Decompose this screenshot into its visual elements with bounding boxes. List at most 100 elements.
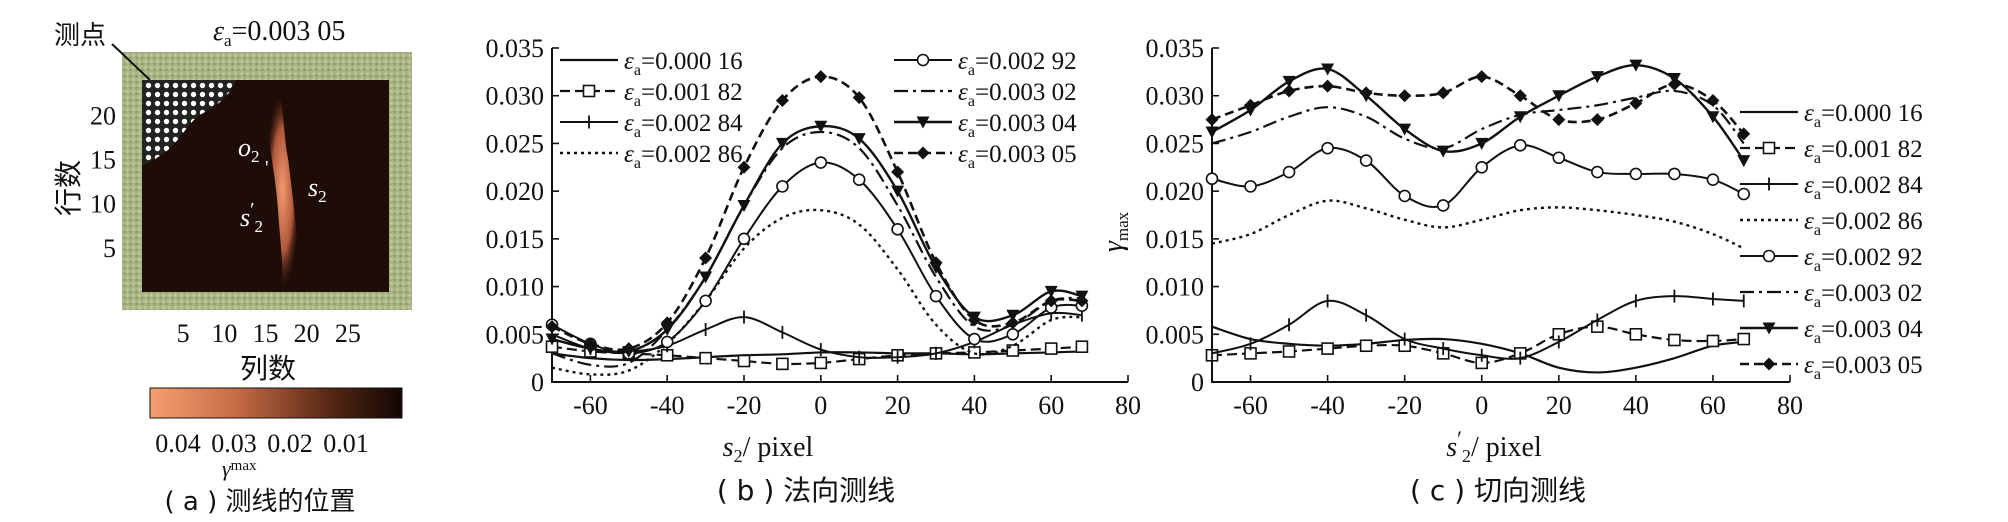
panel-b-x-tick-label: 20 — [885, 391, 911, 420]
square-marker — [1321, 342, 1334, 355]
panel-b-legend-label: εa=0.000 16 — [624, 48, 743, 79]
circle-marker — [737, 232, 751, 246]
diamond-marker — [1552, 113, 1566, 127]
triangle-marker — [1629, 59, 1643, 72]
triangle-marker — [775, 137, 789, 150]
panel-a: 测点 εa=0.003 05 o2 s2 s′2 ' 5 10 15 20 5 10 15… — [52, 16, 412, 517]
panel-c-y-tick-label: 0.025 — [1146, 129, 1205, 158]
diamond-marker — [1398, 89, 1412, 103]
panel-b-legend-label: εa=0.001 82 — [624, 79, 743, 110]
circle-marker — [699, 294, 712, 308]
circle-marker — [1321, 141, 1334, 155]
circle-marker — [776, 180, 789, 193]
square-marker — [1737, 332, 1751, 346]
triangle-marker — [1762, 322, 1776, 335]
diamond-marker — [1475, 70, 1489, 84]
panel-b-legend-label: εa=0.002 84 — [624, 110, 743, 141]
panel-c-y-tick-label: 0.020 — [1146, 177, 1205, 206]
triangle-marker — [1282, 75, 1296, 88]
diamond-marker — [967, 313, 981, 327]
panel-b-y-tick-label: 0.005 — [486, 320, 545, 349]
triangle-marker — [916, 116, 930, 129]
circle-marker — [1668, 167, 1681, 181]
colorbar-tick-label: 0.01 — [323, 429, 369, 458]
panel-c-ylabel: γmax — [1098, 211, 1132, 252]
circle-marker — [1205, 172, 1219, 186]
shear-band — [264, 88, 301, 292]
circle-marker — [1552, 151, 1566, 165]
panel-b-series-group — [545, 156, 1089, 360]
diamond-marker — [916, 146, 930, 160]
panel-a-y-tick-label: 10 — [90, 190, 116, 219]
panel-c-x-tick-label: -20 — [1387, 391, 1422, 420]
square-marker — [1006, 344, 1020, 357]
circle-marker — [1591, 165, 1604, 179]
square-marker — [1668, 333, 1681, 347]
diamond-marker — [1629, 96, 1643, 110]
colorbar-tick-label: 0.02 — [267, 429, 313, 458]
diamond-marker — [1706, 93, 1720, 107]
panel-c-y-tick-label: 0.010 — [1146, 273, 1205, 302]
panel-c-legend-label: εa=0.003 05 — [1804, 352, 1923, 383]
panel-b-series-line — [551, 208, 1083, 376]
triangle-marker — [1205, 126, 1219, 139]
panel-a-ylabel: 行数 — [52, 160, 85, 216]
panel-a-x-tick-label: 5 — [177, 319, 190, 348]
diamond-marker — [583, 337, 597, 351]
panel-c-x-tick-label: 60 — [1700, 391, 1726, 420]
diamond-marker — [1667, 77, 1681, 91]
measure-point-label: 测点 — [54, 21, 106, 51]
panel-c: 0 0.005 0.010 0.015 0.020 0.025 0.030 0.035 -60 -… — [1098, 34, 1923, 507]
square-marker — [582, 84, 596, 98]
panel-c-series-group — [1211, 89, 1745, 150]
panel-c-series-group — [1205, 320, 1751, 370]
square-marker — [1629, 327, 1643, 341]
measure-point-pointer — [111, 43, 151, 81]
circle-marker — [1398, 189, 1411, 203]
panel-c-y-tick-label: 0.030 — [1146, 82, 1205, 111]
panel-b-xlabel: s2/ pixel — [723, 432, 814, 466]
panel-a-y-ticks: 5 10 15 20 — [90, 101, 116, 263]
panel-c-xlabel: s′2/ pixel — [1446, 426, 1542, 466]
panel-b-y-tick-label: 0.035 — [486, 34, 545, 63]
circle-marker — [1006, 327, 1020, 341]
diamond-marker — [699, 251, 713, 265]
panel-b-x-tick-label: 60 — [1038, 391, 1064, 420]
triangle-marker — [1475, 137, 1489, 150]
circle-marker — [1762, 249, 1776, 263]
square-marker — [699, 351, 712, 365]
panel-b-y-tick-label: 0.025 — [486, 129, 545, 158]
panel-a-y-tick-label: 5 — [103, 234, 116, 263]
triangle-marker — [1436, 145, 1450, 158]
panel-b-series-group — [545, 120, 1089, 358]
diamond-marker — [1359, 86, 1373, 100]
panel-b-x-tick-label: 0 — [814, 391, 827, 420]
triangle-marker — [1044, 285, 1058, 298]
panel-c-caption: ( c ) 切向测线 — [1410, 474, 1586, 507]
diamond-marker — [1006, 316, 1020, 330]
panel-c-series-line — [1211, 75, 1745, 135]
panel-b-series-group — [551, 208, 1083, 376]
panel-c-legend-label: εa=0.003 04 — [1804, 316, 1923, 347]
triangle-marker — [737, 199, 751, 212]
diamond-marker — [660, 316, 674, 330]
diamond-marker — [775, 93, 789, 107]
panel-a-caption: ( a ) 测线的位置 — [164, 487, 355, 517]
panel-a-x-tick-label: 25 — [335, 319, 361, 348]
panel-a-title: εa=0.003 05 — [213, 16, 345, 50]
circle-marker — [1359, 154, 1373, 167]
circle-marker — [968, 332, 981, 346]
diamond-marker — [1762, 357, 1776, 371]
square-marker — [814, 356, 828, 370]
panel-b-legend-label: εa=0.002 86 — [624, 141, 743, 172]
panel-c-series-group — [1211, 325, 1744, 374]
triangle-marker — [1552, 90, 1566, 103]
colorbar — [149, 387, 403, 419]
square-marker — [968, 346, 981, 359]
panel-c-y-tick-label: 0.015 — [1146, 225, 1205, 254]
panel-b-x-tick-label: -20 — [727, 391, 762, 420]
square-marker — [1359, 339, 1373, 353]
triangle-marker — [814, 120, 828, 133]
